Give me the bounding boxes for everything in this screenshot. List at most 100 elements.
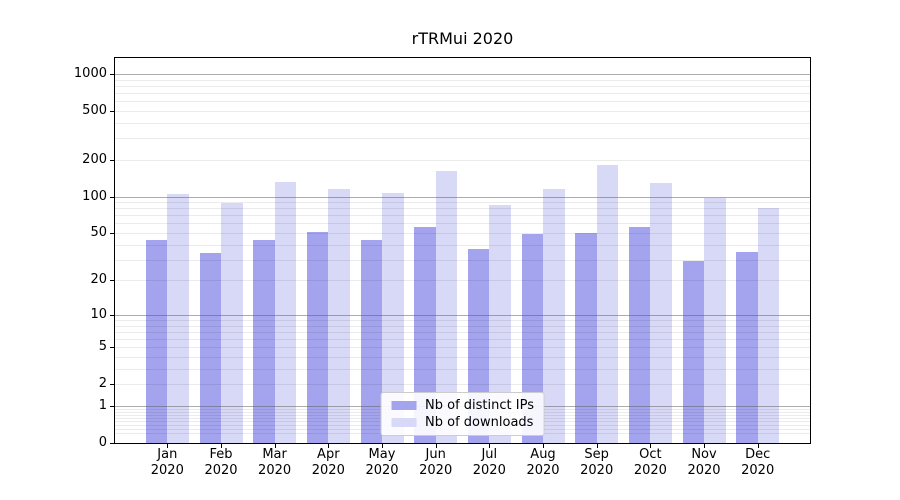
bar-nb-of-distinct-ips-nov [682,261,704,443]
minor-gridline [115,347,810,349]
y-tick-mark [110,280,115,282]
y-tick-label: 10 [90,306,107,322]
minor-gridline [115,79,810,81]
bar-nb-of-distinct-ips-may [360,239,382,443]
legend-item-downloads: Nb of downloads [391,414,534,431]
x-tick-label: Sep 2020 [580,447,614,478]
y-tick-label: 50 [90,225,107,240]
bar-nb-of-downloads-nov [704,198,726,443]
bar-nb-of-distinct-ips-jan [145,239,168,443]
x-tick-label: Jan 2020 [150,447,184,478]
bar-nb-of-downloads-mar [274,182,297,443]
bar-nb-of-distinct-ips-mar [253,239,275,443]
major-gridline [115,196,810,198]
minor-gridline [115,320,810,321]
x-tick-mark [489,444,491,448]
minor-gridline [115,384,810,386]
x-tick-label: Feb 2020 [204,447,238,478]
y-tick-mark [110,73,115,75]
bar-nb-of-downloads-jun [435,170,458,443]
bar-nb-of-distinct-ips-dec [736,251,758,443]
bar-nb-of-downloads-jul [489,205,511,443]
minor-gridline [115,357,810,358]
minor-gridline [115,202,810,203]
bar-nb-of-downloads-may [382,192,404,443]
minor-gridline [115,93,810,94]
chart-title: rTRMui 2020 [411,29,514,48]
bar-nb-of-distinct-ips-feb [199,253,221,443]
legend-label-downloads: Nb of downloads [425,415,534,430]
y-tick-label: 20 [90,272,107,288]
legend: Nb of distinct IPs Nb of downloads [380,392,545,436]
bar-nb-of-downloads-feb [221,203,243,443]
y-tick-mark [110,443,115,444]
x-tick-label: May 2020 [365,447,399,478]
minor-gridline [115,339,810,341]
y-tick-mark [110,196,115,198]
minor-gridline [115,110,810,112]
bar-nb-of-distinct-ips-sep [575,233,597,443]
y-tick-label: 100 [82,188,107,204]
bar-nb-of-distinct-ips-jun [414,227,436,443]
minor-gridline [115,233,810,234]
y-tick-mark [110,347,115,349]
y-tick-label: 5 [98,339,107,355]
bar-nb-of-distinct-ips-aug [521,234,543,443]
x-tick-mark [221,444,222,448]
x-tick-label: Dec 2020 [741,447,775,478]
y-tick-label: 2 [98,376,107,392]
y-tick-mark [110,384,115,386]
y-tick-label: 0 [98,435,107,450]
x-tick-mark [435,444,437,448]
minor-gridline [115,368,810,370]
x-tick-label: Jun 2020 [419,447,453,478]
y-tick-mark [110,159,115,161]
y-tick-mark [110,233,115,234]
x-tick-mark [757,444,759,448]
y-tick-label: 500 [82,102,107,118]
x-tick-mark [328,444,330,448]
y-tick-label: 1 [98,398,107,413]
minor-gridline [115,280,810,282]
x-tick-mark [274,444,276,448]
minor-gridline [115,101,810,103]
y-tick-label: 200 [82,151,107,167]
y-tick-mark [110,110,115,112]
x-tick-label: Oct 2020 [633,447,667,478]
y-tick-label: 1000 [73,65,107,81]
x-tick-label: Apr 2020 [311,447,345,478]
legend-swatch-distinct-ips [391,401,417,410]
minor-gridline [115,325,810,327]
minor-gridline [115,331,810,333]
y-tick-mark [110,406,115,407]
bar-nb-of-downloads-oct [650,183,672,443]
x-tick-label: Aug 2020 [526,447,560,478]
major-gridline [115,314,810,316]
plot-area: Nb of distinct IPs Nb of downloads [114,57,811,444]
minor-gridline [115,244,810,246]
minor-gridline [115,159,810,161]
bar-nb-of-downloads-apr [328,189,350,443]
legend-swatch-downloads [391,418,417,427]
y-tick-mark [110,314,115,316]
minor-gridline [115,208,810,210]
minor-gridline [115,85,810,87]
bar-nb-of-distinct-ips-apr [306,231,329,443]
x-tick-mark [596,444,598,448]
x-tick-label: Jul 2020 [472,447,506,478]
x-tick-label: Nov 2020 [687,447,721,478]
minor-gridline [115,138,810,140]
x-tick-mark [167,444,169,448]
bar-nb-of-downloads-aug [543,189,565,443]
x-tick-mark [543,444,544,448]
bar-nb-of-downloads-sep [596,165,619,443]
minor-gridline [115,215,810,217]
x-tick-mark [382,444,383,448]
major-gridline [115,73,810,75]
bar-nb-of-downloads-jan [167,193,189,443]
bar-nb-of-distinct-ips-oct [628,227,651,443]
x-tick-mark [704,444,705,448]
legend-label-distinct-ips: Nb of distinct IPs [425,398,534,413]
minor-gridline [115,259,810,261]
